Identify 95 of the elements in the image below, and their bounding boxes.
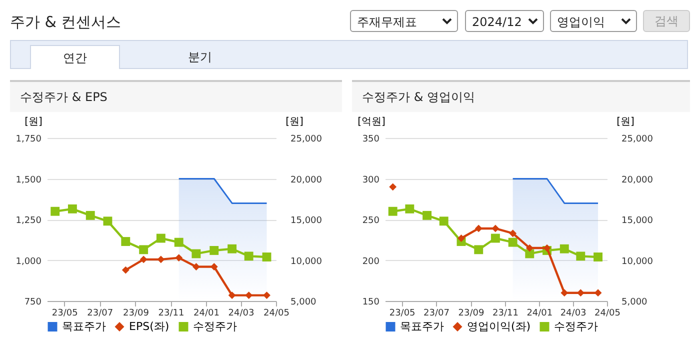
- point: [157, 256, 165, 264]
- x-tick-label: 23/05: [52, 308, 78, 318]
- y-tick-label: 150: [362, 298, 380, 308]
- y2-tick-label: 10,000: [622, 256, 654, 267]
- point: [439, 216, 448, 226]
- x-tick-label: 24/01: [526, 308, 553, 318]
- point: [576, 289, 584, 297]
- point: [526, 244, 534, 252]
- text: 영업이익: [550, 10, 637, 32]
- chart-title: 수정주가 & EPS: [10, 82, 342, 112]
- x-tick-label: 23/05: [389, 308, 416, 318]
- point: [388, 206, 398, 216]
- point: [245, 292, 253, 300]
- point: [474, 224, 482, 232]
- point: [490, 234, 500, 243]
- y2-tick-label: 5,000: [622, 298, 648, 308]
- point: [422, 210, 432, 220]
- point: [509, 230, 517, 238]
- point: [263, 292, 270, 300]
- point: [192, 263, 200, 270]
- point: [156, 234, 166, 243]
- point: [192, 249, 201, 258]
- x-tick-label: 24/01: [194, 308, 220, 318]
- legend-label: 수정주가: [554, 320, 598, 333]
- y-axis-title: [원]: [24, 116, 42, 128]
- x-tick-label: 24/03: [560, 308, 586, 318]
- x-tick-label: 24/05: [264, 308, 290, 318]
- y2-axis-title: [원]: [616, 116, 634, 128]
- text: 검색: [643, 10, 690, 32]
- y2-tick-label: 5,000: [290, 298, 317, 308]
- x-tick-label: 23/07: [87, 308, 114, 318]
- point: [244, 252, 254, 261]
- point: [175, 254, 183, 262]
- x-tick-label: 23/11: [492, 308, 518, 318]
- text: 2024/12: [465, 10, 544, 32]
- text: 주재무제표: [350, 10, 458, 32]
- y-tick-label: 200: [362, 256, 380, 267]
- point: [405, 204, 414, 214]
- point: [139, 245, 148, 254]
- x-tick-label: 23/07: [424, 308, 450, 318]
- point: [458, 234, 465, 242]
- y2-tick-label: 15,000: [290, 216, 322, 226]
- chart-title: 수정주가 & 영업이익: [352, 82, 690, 112]
- point: [210, 246, 219, 255]
- point: [262, 252, 272, 262]
- y-axis-title: [억원]: [358, 116, 386, 128]
- y-tick-label: 1,000: [16, 256, 42, 267]
- point: [228, 292, 236, 300]
- point: [210, 263, 218, 270]
- point: [389, 183, 397, 191]
- y2-tick-label: 20,000: [622, 175, 654, 186]
- y2-axis-title: [원]: [286, 116, 304, 128]
- point: [50, 206, 60, 216]
- legend-label: EPS(좌): [129, 320, 170, 333]
- text: 주가 & 컨센서스: [10, 13, 122, 32]
- y-tick-label: 300: [362, 175, 380, 186]
- y2-tick-label: 25,000: [622, 134, 654, 144]
- x-tick-label: 23/11: [158, 308, 184, 318]
- y2-tick-label: 20,000: [290, 175, 322, 186]
- text: 연간: [30, 45, 120, 69]
- x-tick-label: 23/09: [123, 308, 150, 318]
- y-tick-label: 1,500: [16, 175, 42, 186]
- y-tick-label: 1,250: [16, 216, 42, 226]
- x-tick-label: 24/05: [594, 308, 620, 318]
- x-tick-label: 23/09: [458, 308, 485, 318]
- y-tick-label: 750: [24, 298, 42, 308]
- point: [174, 238, 184, 247]
- text: 분기: [187, 49, 213, 66]
- legend-label: 수정주가: [193, 320, 237, 333]
- point: [560, 289, 568, 297]
- point: [508, 238, 518, 247]
- y2-tick-label: 10,000: [290, 256, 322, 267]
- y-tick-label: 1,750: [16, 134, 42, 144]
- y-tick-label: 350: [362, 134, 380, 144]
- point: [576, 252, 586, 261]
- point: [103, 216, 112, 226]
- point: [474, 245, 484, 254]
- point: [86, 210, 95, 220]
- point: [543, 244, 551, 252]
- point: [228, 244, 237, 254]
- point: [121, 237, 130, 246]
- point: [492, 224, 500, 232]
- y-tick-label: 250: [362, 216, 380, 226]
- point: [560, 244, 569, 254]
- point: [594, 252, 602, 262]
- y2-tick-label: 15,000: [622, 216, 654, 226]
- legend-label: 영업이익(좌): [467, 320, 531, 333]
- point: [122, 266, 130, 274]
- point: [140, 256, 148, 264]
- point: [68, 204, 77, 214]
- point: [594, 289, 602, 297]
- y2-tick-label: 25,000: [290, 134, 322, 144]
- legend-label: 목표주가: [400, 320, 444, 333]
- legend-label: 목표주가: [62, 320, 106, 333]
- x-tick-label: 24/03: [228, 308, 254, 318]
